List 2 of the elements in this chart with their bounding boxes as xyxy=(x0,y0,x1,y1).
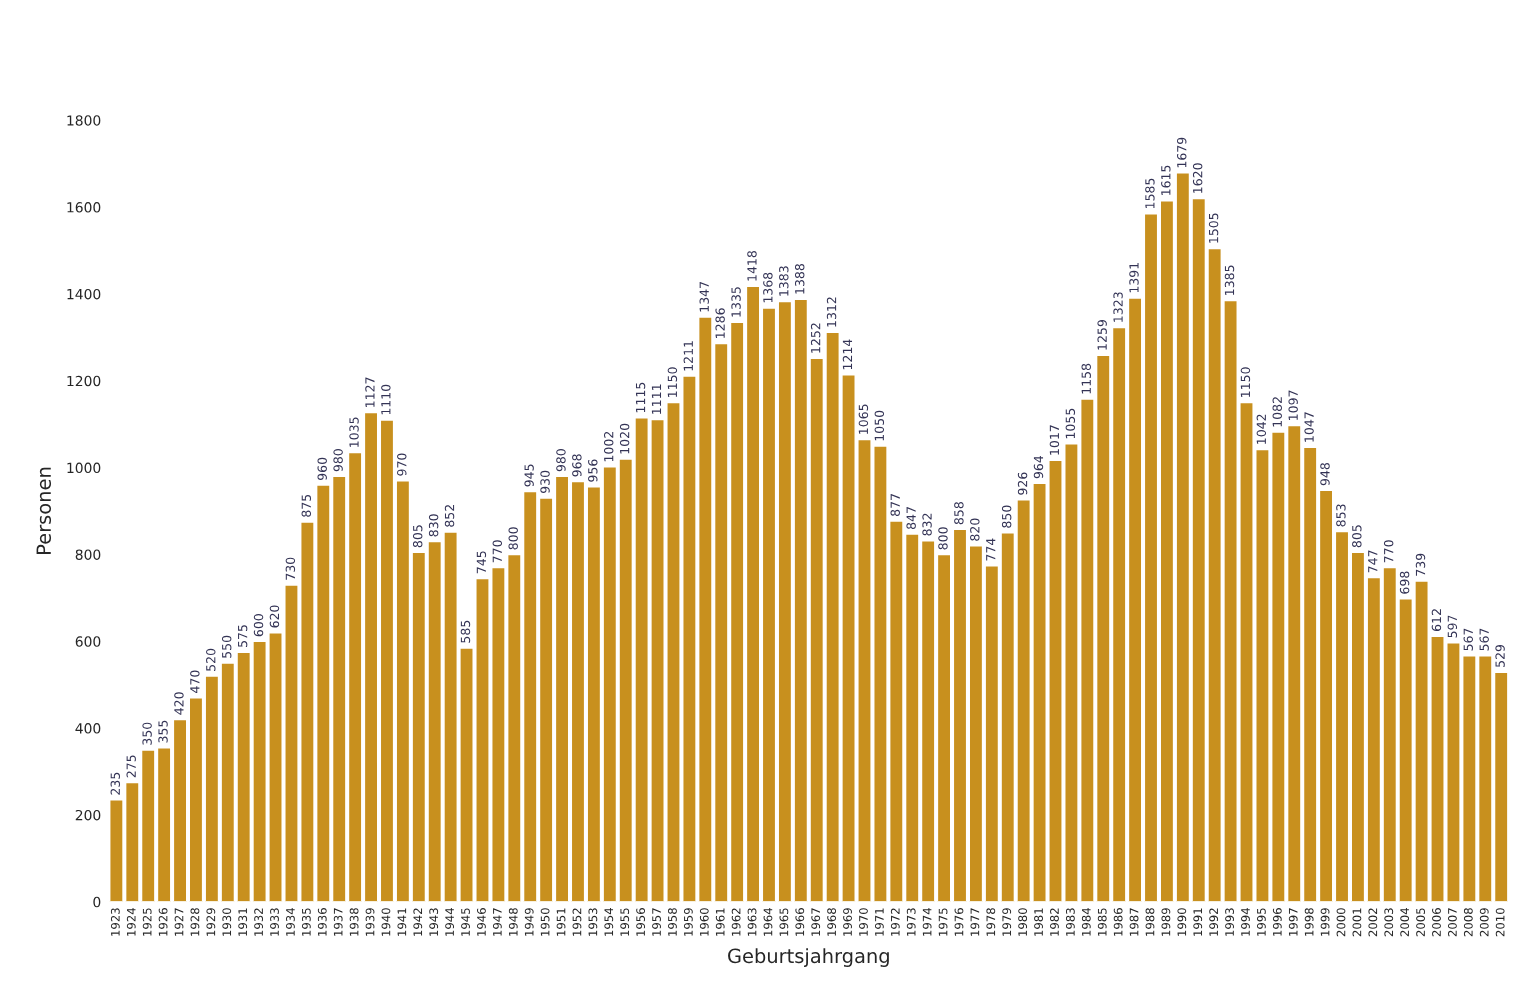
x-axis-title: Geburtsjahrgang xyxy=(728,948,889,967)
y-axis-title: Personen xyxy=(36,467,52,554)
